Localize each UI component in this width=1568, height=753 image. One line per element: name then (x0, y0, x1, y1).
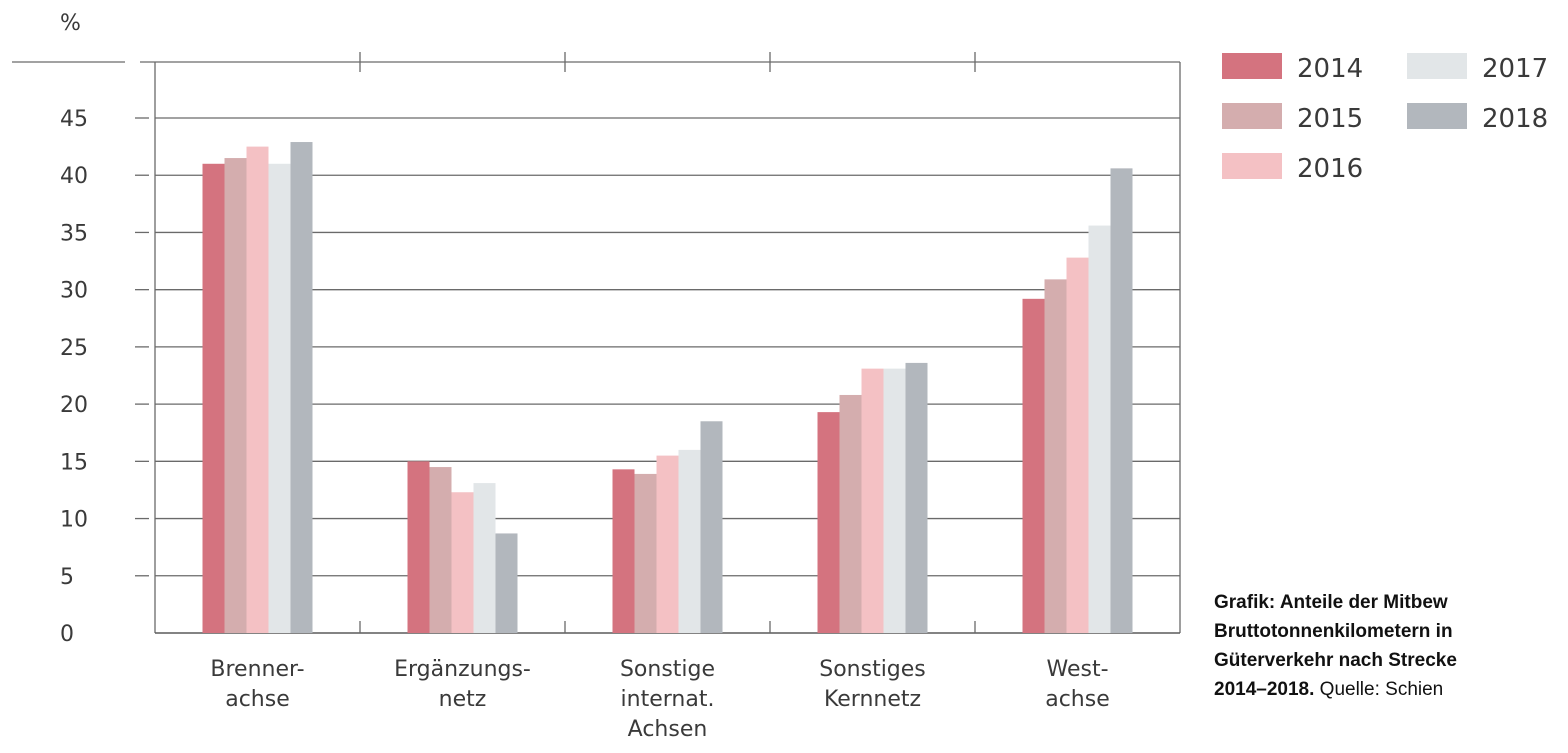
x-category-label: Kernnetz (824, 687, 921, 712)
bar-2015 (634, 473, 657, 633)
y-axis-unit-label: % (60, 11, 81, 36)
bars (202, 142, 1133, 634)
bar-2014 (612, 469, 635, 633)
y-tick-label: 30 (60, 279, 88, 304)
y-tick-label: 5 (60, 565, 74, 590)
legend-label-2017: 2017 (1482, 54, 1548, 84)
caption-line-1: Grafik: Anteile der Mitbew (1214, 592, 1448, 613)
bar-2016 (246, 146, 269, 633)
y-tick-label: 40 (60, 164, 88, 189)
y-tick-label: 45 (60, 107, 88, 132)
bar-2016 (656, 455, 679, 633)
bar-2017 (678, 449, 701, 633)
axis-labels: 0 5 10 15 20 25 30 35 40 45% Brenner-achse Ergänzun… (60, 11, 1110, 742)
bar-2017 (473, 483, 496, 633)
legend-swatch-2014 (1222, 53, 1282, 79)
bar-2015 (1044, 279, 1067, 633)
y-tick-label: 15 (60, 450, 88, 475)
bar-2015 (224, 158, 247, 634)
caption-source: Quelle: Schien (1319, 679, 1444, 700)
x-category-label: Achsen (628, 717, 708, 742)
legend-swatch-2017 (1407, 53, 1467, 79)
bar-2018 (700, 421, 723, 633)
y-tick-label: 25 (60, 336, 88, 361)
caption-line-4: 2014–2018. Quelle: Schien (1214, 679, 1444, 700)
x-category-label: netz (439, 687, 487, 712)
bar-2015 (429, 467, 452, 633)
bar-2014 (407, 461, 430, 633)
legend-label-2016: 2016 (1297, 154, 1363, 184)
x-category-label: Ergänzungs- (394, 657, 531, 682)
bar-2018 (905, 362, 928, 633)
bar-2018 (290, 142, 313, 634)
bar-2017 (268, 163, 291, 633)
y-tick-label: 0 (60, 622, 74, 647)
bar-2014 (817, 412, 840, 633)
legend-swatch-2015 (1222, 103, 1282, 129)
bar-2016 (1066, 257, 1089, 633)
legend-swatch-2018 (1407, 103, 1467, 129)
bar-2018 (495, 533, 518, 633)
x-category-label: achse (225, 687, 290, 712)
y-tick-label: 20 (60, 393, 88, 418)
y-tick-label: 35 (60, 221, 88, 246)
bar-2017 (883, 368, 906, 633)
legend-label-2015: 2015 (1297, 104, 1363, 134)
bar-2015 (839, 394, 862, 633)
legend-label-2014: 2014 (1297, 54, 1363, 84)
legend-swatch-2016 (1222, 153, 1282, 179)
legend-label-2018: 2018 (1482, 104, 1548, 134)
x-category-label: Sonstiges (819, 657, 926, 682)
bar-2017 (1088, 225, 1111, 634)
x-category-label: achse (1045, 687, 1110, 712)
axes (12, 52, 1181, 634)
caption-line-3: Güterverkehr nach Strecke (1214, 650, 1457, 671)
bar-2014 (1022, 298, 1045, 633)
bar-2016 (861, 368, 884, 633)
x-category-label: West- (1046, 657, 1108, 682)
y-tick-label: 10 (60, 508, 88, 533)
caption-line-2: Bruttotonnenkilometern in (1214, 621, 1453, 642)
bar-2018 (1110, 168, 1133, 633)
bar-2016 (451, 492, 474, 633)
bar-2014 (202, 163, 225, 633)
x-category-label: Brenner- (210, 657, 304, 682)
x-category-label: internat. (621, 687, 715, 712)
legend: 2014 2015 2016 2017 2018 (1222, 53, 1548, 184)
x-category-label: Sonstige (620, 657, 715, 682)
chart-caption: Grafik: Anteile der Mitbew Bruttotonnenk… (1214, 588, 1568, 753)
